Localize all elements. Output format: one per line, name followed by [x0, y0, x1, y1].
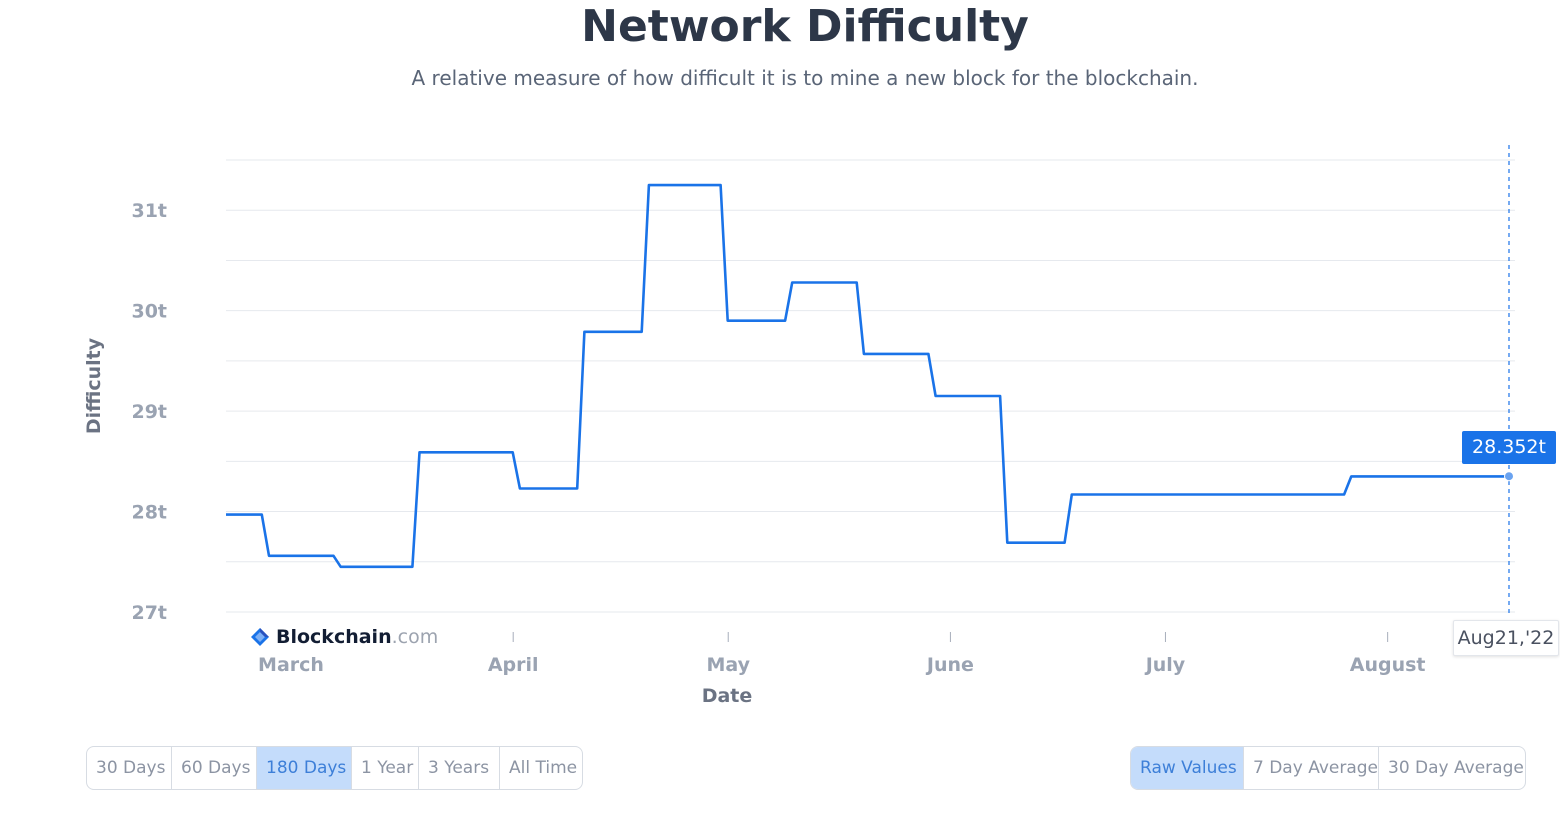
blockchain-logo-icon	[251, 628, 269, 646]
x-tick-label: August	[1350, 654, 1426, 676]
y-tick-label: 30t	[131, 301, 167, 323]
highlight-point[interactable]	[1504, 471, 1514, 482]
y-tick-label: 31t	[131, 200, 167, 222]
range-all-time-button[interactable]: All Time	[509, 758, 578, 778]
x-tick-label: July	[1144, 654, 1186, 676]
seven-day-average-button[interactable]: 7 Day Average	[1244, 747, 1379, 789]
range-1-year-button[interactable]: 1 Year	[352, 747, 419, 789]
y-tick-label: 28t	[131, 502, 167, 524]
page-subtitle: A relative measure of how difficult it i…	[411, 66, 1199, 90]
watermark-brand: Blockchain	[276, 626, 392, 648]
tooltip-date: Aug21,'22	[1453, 620, 1559, 656]
range-180-days-button[interactable]: 180 Days	[257, 747, 352, 789]
blockchain-watermark: Blockchain .com	[250, 625, 438, 649]
x-tick-label: May	[706, 654, 750, 676]
value-button-group: Raw Values 7 Day Average 30 Day Average	[1130, 746, 1526, 790]
y-tick-label: 27t	[131, 602, 167, 624]
y-axis-title: Difficulty	[83, 337, 105, 434]
tooltip-value: 28.352t	[1462, 431, 1556, 464]
raw-values-button[interactable]: Raw Values	[1131, 747, 1244, 789]
x-axis-title: Date	[702, 685, 753, 707]
range-button-group: 30 Days 60 Days 180 Days 1 Year 3 Years …	[86, 746, 583, 790]
difficulty-series-line[interactable]	[226, 183, 1509, 569]
x-tick-label: June	[925, 654, 974, 676]
watermark-domain: .com	[391, 626, 439, 648]
x-tick-label: March	[258, 654, 324, 676]
x-tick-label: April	[488, 654, 539, 676]
y-tick-label: 29t	[131, 401, 167, 423]
range-3-years-button[interactable]: 3 Years	[419, 747, 500, 789]
range-60-days-button[interactable]: 60 Days	[172, 747, 257, 789]
thirty-day-average-button[interactable]: 30 Day Average	[1388, 758, 1524, 778]
page-title: Network Difficulty	[581, 1, 1029, 52]
range-30-days-button[interactable]: 30 Days	[87, 747, 172, 789]
